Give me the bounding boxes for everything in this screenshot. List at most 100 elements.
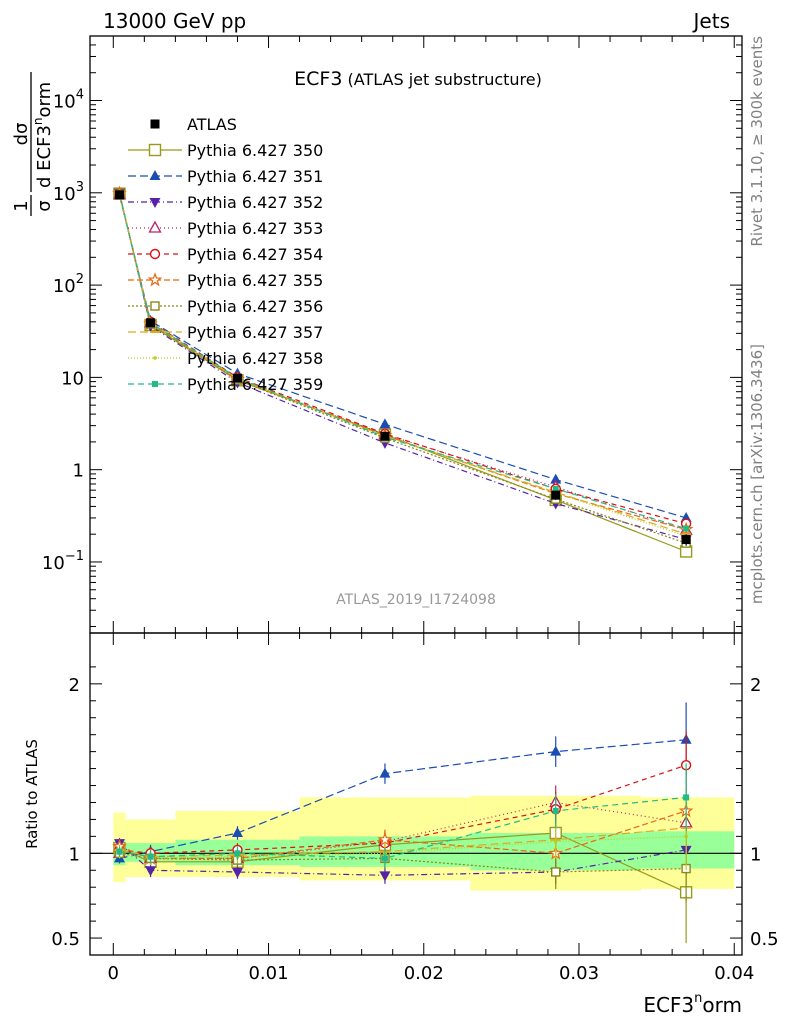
data-point-4 [551, 490, 561, 500]
plot-title-main: ECF3 [294, 68, 342, 90]
legend-label-2: Pythia 6.427 352 [187, 193, 323, 212]
legend-marker-2 [149, 198, 161, 208]
ratio-point-9-3 [381, 855, 388, 862]
ylabel-frac-den: σ [34, 200, 55, 211]
rivet-label: Rivet 3.1.10, ≥ 300k events [748, 36, 766, 247]
ylabel-d-den-sup: n [31, 117, 45, 125]
ylabel-frac-num: 1 [11, 200, 32, 211]
ratio-point-9-4 [552, 807, 559, 814]
ratio-point-9-0 [116, 848, 123, 855]
legend-label-5: Pythia 6.427 355 [187, 271, 323, 290]
ylabel-d-den: d ECF3norm [31, 82, 55, 188]
ylabel-d-num: dσ [11, 123, 32, 146]
x-tick-label: 0 [108, 963, 119, 984]
x-axis-label-sup: n [694, 991, 702, 1006]
legend-marker-1 [149, 170, 161, 180]
legend-marker-4 [149, 248, 161, 260]
main-series-layer [112, 185, 694, 558]
legend-entry-9: Pythia 6.427 359 [128, 375, 323, 394]
legend-entry-8: Pythia 6.427 358 [128, 349, 323, 368]
legend-label-3: Pythia 6.427 353 [187, 219, 323, 238]
ratio-point-2-3 [379, 871, 391, 882]
header-jets-label: Jets [692, 9, 730, 33]
legend-label-1: Pythia 6.427 351 [187, 167, 323, 186]
main-series-line-9 [118, 193, 687, 530]
legend-entry-4: Pythia 6.427 354 [128, 245, 323, 264]
header-energy-label: 13000 GeV pp [103, 9, 246, 33]
mcplots-label: mcplots.cern.ch [arXiv:1306.3436] [748, 344, 766, 604]
legend-marker-8 [153, 356, 157, 360]
main-series-line-6 [118, 194, 687, 544]
main-y-tick-label: 102 [53, 272, 84, 297]
ratio-point-6-4 [551, 867, 561, 877]
main-point-9-4 [552, 485, 559, 492]
legend-entry-7: Pythia 6.427 357 [128, 323, 323, 342]
data-point-0 [114, 190, 124, 200]
ratio-series-layer [112, 702, 694, 944]
ratio-series-line-7 [119, 827, 687, 858]
legend-marker-5 [147, 272, 163, 287]
x-axis-label-suffix: orm [702, 993, 742, 1017]
ratio-y-tick-label: 2 [69, 675, 80, 696]
legend-entry-3: Pythia 6.427 353 [128, 219, 323, 238]
legend-label-4: Pythia 6.427 354 [187, 245, 323, 264]
data-point-5 [681, 535, 691, 545]
legend-label-0: Pythia 6.427 350 [187, 141, 323, 160]
x-tick-label: 0.04 [714, 963, 754, 984]
legend-entry-6: Pythia 6.427 356 [128, 297, 323, 316]
legend-label-7: Pythia 6.427 357 [187, 323, 323, 342]
main-point-1-3 [379, 418, 391, 429]
main-point-9-5 [683, 525, 690, 532]
ratio-series-line-3 [119, 801, 687, 860]
main-y-tick-label: 10−1 [42, 549, 84, 574]
plot-title-sub: (ATLAS jet substructure) [348, 70, 542, 89]
ratio-point-9-5 [683, 794, 690, 801]
ylabel-d-den-suffix: orm [34, 82, 55, 118]
ratio-point-9-1 [147, 853, 154, 860]
main-y-tick-label: 104 [53, 88, 84, 113]
ylabel-d-den-main: d ECF3 [34, 125, 55, 188]
ratio-point-1-4 [550, 745, 562, 756]
ratio-point-2-1 [145, 866, 157, 877]
ratio-point-1-2 [231, 826, 243, 837]
ratio-y-tick-label: 0.5 [51, 929, 80, 950]
ratio-series-line-2 [119, 842, 687, 876]
legend-marker-3 [148, 220, 162, 233]
legend-label-8: Pythia 6.427 358 [187, 349, 323, 368]
analysis-id-label: ATLAS_2019_I1724098 [336, 592, 496, 608]
legend-entry-5: Pythia 6.427 355 [128, 271, 323, 290]
main-y-tick-label: 103 [53, 180, 84, 205]
x-tick-label: 0.01 [248, 963, 288, 984]
legend-entry-atlas: ATLAS [150, 115, 237, 134]
ratio-y-tick-label-right: 1 [750, 844, 761, 865]
ratio-point-9-2 [234, 850, 241, 857]
ratio-series-line-8 [119, 835, 687, 860]
legend-marker-atlas [150, 119, 160, 129]
main-y-tick-label: 10 [61, 368, 84, 389]
legend-entry-2: Pythia 6.427 352 [128, 193, 323, 212]
ratio-point-8-5 [684, 834, 688, 839]
ratio-y-tick-label-right: 2 [750, 675, 761, 696]
legend-label-6: Pythia 6.427 356 [187, 297, 323, 316]
legend: ATLAS Pythia 6.427 350 Pythia 6.427 351 Pyt… [128, 115, 323, 394]
ratio-y-axis-label: Ratio to ATLAS [23, 739, 41, 849]
ratio-y-tick-label: 1 [69, 844, 80, 865]
x-axis-label: ECF3norm [643, 991, 742, 1017]
ratio-series-line-4 [119, 764, 687, 854]
ratio-point-1-3 [379, 767, 391, 778]
data-point-3 [380, 431, 390, 441]
legend-entry-0: Pythia 6.427 350 [128, 141, 323, 160]
main-y-axis-label: 1 σ dσ d ECF3norm [11, 72, 55, 216]
legend-label-atlas: ATLAS [187, 115, 237, 134]
ratio-series-line-6 [119, 852, 687, 873]
legend-marker-0 [148, 143, 162, 157]
plot-title: ECF3 (ATLAS jet substructure) [294, 68, 542, 90]
axes-layer: 0 0.01 0.02 0.03 0.04 10−1 1 10 102 103 104 0.5 0.5 1… [42, 35, 779, 984]
x-tick-label: 0.03 [559, 963, 599, 984]
ratio-series-line-9 [119, 796, 687, 860]
main-y-tick-label: 1 [73, 461, 84, 482]
ratio-frame [89, 632, 743, 956]
ratio-point-2-2 [231, 867, 243, 878]
legend-marker-6 [150, 301, 160, 311]
ratio-y-tick-label-right: 0.5 [750, 929, 779, 950]
